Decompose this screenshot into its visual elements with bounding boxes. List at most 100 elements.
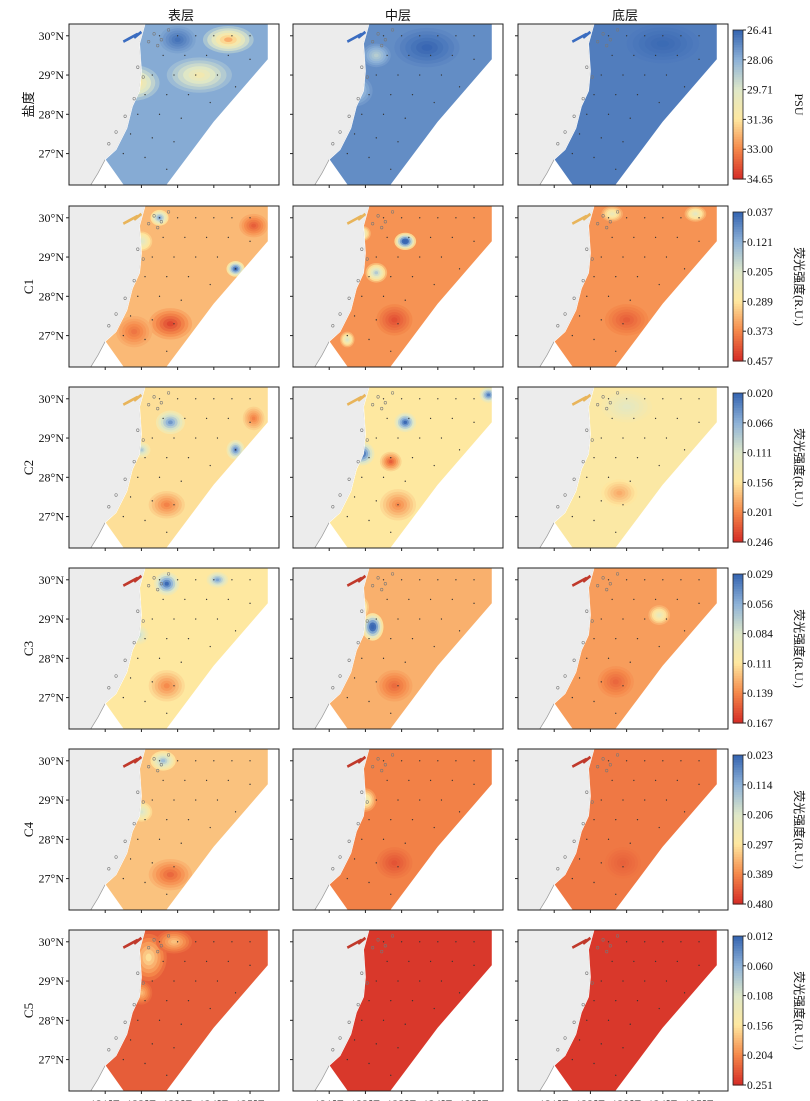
colorbar-segment <box>733 171 743 175</box>
station-point <box>473 602 475 605</box>
map-panel-surface: 30°N 29°N 28°N 27°N <box>39 748 280 913</box>
station-point <box>644 217 646 219</box>
region-outline <box>104 748 269 911</box>
island <box>596 222 600 226</box>
colorbar-segment <box>733 89 743 93</box>
station-point <box>615 275 617 278</box>
island <box>338 493 342 497</box>
colorbar-segment <box>733 435 743 439</box>
colorbar-segment <box>733 417 743 421</box>
colorbar-segment <box>733 1060 743 1064</box>
station-point <box>173 437 175 439</box>
station-point <box>676 417 678 420</box>
station-point <box>404 480 406 482</box>
station-point <box>195 35 197 37</box>
island <box>156 406 160 411</box>
island <box>360 65 364 69</box>
station-point <box>386 779 388 782</box>
island <box>107 505 111 509</box>
colorbar-segment <box>733 655 743 660</box>
colorbar-segment <box>733 216 743 221</box>
colorbar-segment <box>733 119 743 123</box>
station-point <box>680 579 682 581</box>
colorbar-segment <box>733 859 743 863</box>
island <box>563 855 567 859</box>
row-label: C2 <box>21 460 36 475</box>
station-point <box>375 500 377 502</box>
colorbar-segment <box>733 249 743 253</box>
island <box>572 114 576 118</box>
colorbar-segment <box>733 856 743 860</box>
contour-blob <box>391 317 398 323</box>
station-point <box>375 799 377 801</box>
colorbar-tick-label: 0.289 <box>747 296 773 308</box>
island <box>114 674 118 678</box>
region-outline <box>328 748 493 911</box>
colorbar-segment <box>733 293 743 298</box>
map-panel-surface: 30°N 29°N 28°N 27°N <box>39 205 280 370</box>
station-point <box>615 456 617 459</box>
station-point <box>698 760 700 762</box>
station-point <box>166 637 168 640</box>
station-point <box>404 117 406 119</box>
station-point <box>122 334 124 337</box>
colorbar-segment <box>733 834 743 838</box>
station-point <box>615 637 617 640</box>
panel-frame <box>68 929 280 1092</box>
station-point <box>386 54 388 57</box>
island <box>114 1036 118 1040</box>
station-point <box>644 799 646 801</box>
station-point <box>473 783 475 786</box>
island <box>360 609 364 613</box>
island <box>605 225 609 230</box>
station-point <box>633 417 635 420</box>
contour-blob <box>251 416 256 421</box>
island <box>136 971 140 975</box>
station-point <box>158 217 161 219</box>
colorbar-segment <box>733 831 743 836</box>
island <box>356 278 360 283</box>
panel-frame <box>292 205 504 368</box>
contour-blob <box>373 53 379 58</box>
colorbar-segment <box>733 950 743 954</box>
station-point <box>578 315 581 317</box>
island <box>371 765 375 769</box>
lat-label: 27°N <box>39 872 65 886</box>
colorbar-segment <box>733 111 743 116</box>
colorbar-segment <box>733 653 743 657</box>
station-point <box>162 417 164 420</box>
station-point <box>122 877 124 880</box>
station-point <box>151 256 153 258</box>
station-point <box>386 236 388 239</box>
station-point <box>408 417 410 420</box>
station-point <box>180 480 182 482</box>
island <box>152 757 156 761</box>
colorbar-segment <box>733 646 743 650</box>
island <box>380 768 384 773</box>
colorbar-segment <box>733 663 743 667</box>
island <box>141 438 145 442</box>
colorbar-segment <box>733 288 743 293</box>
colorbar-segment <box>733 879 743 883</box>
colorbar-tick-label: 0.205 <box>747 267 773 279</box>
contour-blob <box>421 44 433 51</box>
colorbar-segment <box>733 279 743 283</box>
colorbar: 0.029 0.056 0.084 0.111 0.139 0.167 荧光强度(R.U.) <box>732 569 807 730</box>
lat-label: 29°N <box>39 612 65 626</box>
island <box>365 800 369 804</box>
station-point <box>382 579 385 581</box>
island <box>152 576 156 580</box>
island <box>356 640 360 645</box>
colorbar-segment <box>733 49 743 53</box>
station-point <box>451 236 453 239</box>
station-point <box>382 657 385 660</box>
colorbar-segment <box>733 74 743 78</box>
colorbar-segment <box>733 467 743 471</box>
station-point <box>419 579 421 581</box>
contour-blob <box>622 404 631 410</box>
station-point <box>382 1019 385 1022</box>
colorbar-segment <box>733 395 743 399</box>
station-point <box>166 350 168 352</box>
station-point <box>680 217 682 219</box>
colorbar-segment <box>733 695 743 699</box>
